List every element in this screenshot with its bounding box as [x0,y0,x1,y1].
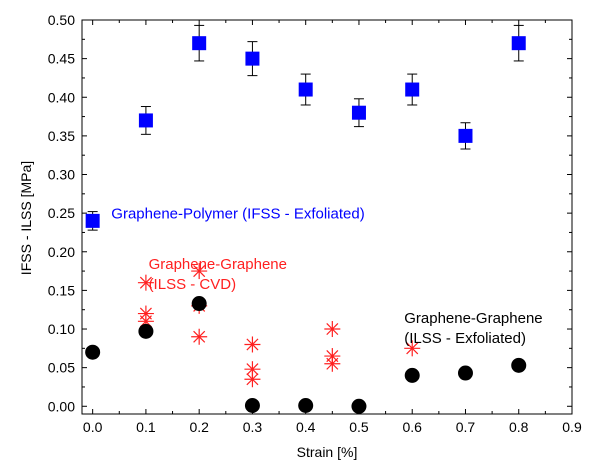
y-axis-title: IFSS - ILSS [MPa] [18,161,34,275]
x-tick-labels: 0.0 0.1 0.2 0.3 0.4 0.5 0.6 0.7 0.8 0.9 [83,419,582,435]
x-tick-label: 0.8 [509,419,529,435]
x-tick-label: 0.9 [562,419,582,435]
data-point-asterisk [244,361,261,378]
x-tick-label: 0.4 [296,419,316,435]
y-tick-label: 0.30 [48,167,75,183]
data-point-asterisk [191,263,208,280]
y-tick-label: 0.20 [48,244,75,260]
y-tick-labels: 0.00 0.05 0.10 0.15 0.20 0.25 0.30 0.35 0.40 0.45… [48,12,75,414]
series-annotation: Graphene-Polymer (IFSS - Exfoliated) [111,206,364,223]
data-point-square [405,82,420,97]
data-point-asterisk [324,321,341,338]
data-point-asterisk [324,355,341,372]
data-point-square [138,113,153,128]
y-tick-label: 0.05 [48,360,75,376]
annotation-line: (ILSS - CVD) [149,276,237,293]
series-annotation: Graphene-Graphene (ILSS - CVD) [149,256,287,293]
y-tick-label: 0.15 [48,282,75,298]
x-tick-label: 0.6 [402,419,422,435]
series-annotations: Graphene-Polymer (IFSS - Exfoliated) Grap… [111,206,542,347]
data-point-square [511,36,526,51]
y-tick-label: 0.25 [48,205,75,221]
data-point-circle [85,344,101,360]
x-axis-title: Strain [%] [297,444,358,460]
x-tick-label: 0.1 [136,419,156,435]
data-point-asterisk [191,328,208,345]
data-point-asterisk [244,336,261,353]
data-point-circle [138,323,154,339]
y-tick-label: 0.35 [48,128,75,144]
series-annotation: Graphene-Graphene (ILSS - Exfoliated) [404,310,542,347]
data-point-square [298,82,313,97]
y-tick-label: 0.00 [48,398,75,414]
data-point-circle [457,365,473,381]
data-point-circle [244,398,260,414]
data-point-asterisk [404,340,421,357]
y-tick-label: 0.50 [48,12,75,28]
data-point-square [245,51,260,66]
x-tick-label: 0.2 [189,419,209,435]
x-tick-label: 0.0 [83,419,103,435]
error-bars [87,24,524,231]
x-tick-label: 0.7 [456,419,476,435]
data-point-circle [511,357,527,373]
data-point-square [351,105,366,120]
y-tick-label: 0.10 [48,321,75,337]
data-point-asterisk [244,371,261,388]
annotation-line: Graphene-Graphene [404,310,542,327]
data-point-circle [351,398,367,414]
x-tick-label: 0.5 [349,419,369,435]
annotation-line: Graphene-Graphene [149,256,287,273]
annotation-line: Graphene-Polymer (IFSS - Exfoliated) [111,206,364,223]
data-point-circle [191,296,207,312]
data-point-square [458,128,473,143]
data-marks [85,36,527,414]
data-point-square [192,36,207,51]
data-point-circle [404,367,420,383]
y-tick-label: 0.40 [48,89,75,105]
x-tick-label: 0.3 [243,419,263,435]
annotation-line: (ILSS - Exfoliated) [404,330,526,347]
y-tick-label: 0.45 [48,51,75,67]
data-point-square [85,213,100,228]
data-point-asterisk [137,274,154,291]
plot-frame [81,19,573,415]
data-point-circle [298,398,314,414]
